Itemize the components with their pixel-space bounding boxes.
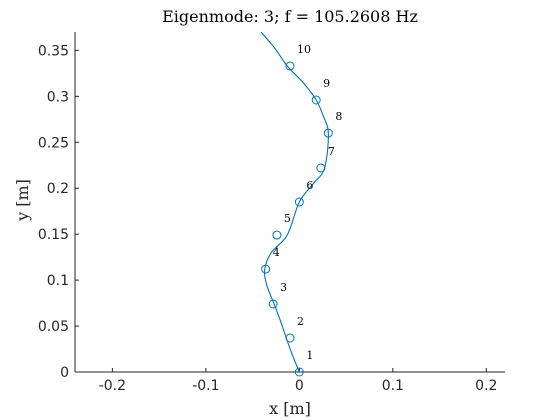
x-tick-label: -0.1 bbox=[192, 378, 219, 394]
y-tick-label: 0.1 bbox=[47, 273, 69, 289]
node-label: 3 bbox=[280, 281, 287, 294]
y-tick-label: 0.15 bbox=[38, 227, 69, 243]
mode-shape-layer bbox=[260, 31, 329, 373]
node-label: 7 bbox=[328, 145, 335, 158]
x-axis-label: x [m] bbox=[269, 399, 311, 418]
node-marker bbox=[261, 264, 271, 274]
node-marker bbox=[285, 333, 295, 343]
node-marker bbox=[316, 163, 326, 173]
node-label: 8 bbox=[335, 110, 342, 123]
y-tick-label: 0.25 bbox=[38, 135, 69, 151]
node-label: 5 bbox=[284, 212, 291, 225]
mode-shape-curve bbox=[260, 31, 329, 373]
node-label: 1 bbox=[306, 349, 313, 362]
node-marker bbox=[323, 128, 333, 138]
node-label: 2 bbox=[297, 315, 304, 328]
x-tick-label: -0.2 bbox=[99, 378, 126, 394]
node-label: 10 bbox=[297, 43, 311, 56]
y-tick-label: 0.05 bbox=[38, 319, 69, 335]
y-tick-label: 0.35 bbox=[38, 43, 69, 59]
node-marker bbox=[285, 61, 295, 71]
node-marker bbox=[294, 197, 304, 207]
x-tick-label: 0.1 bbox=[382, 378, 404, 394]
x-tick-label: 0.2 bbox=[475, 378, 497, 394]
y-axis-label: y [m] bbox=[13, 179, 32, 222]
node-markers-layer: 1 2 3 4 5 6 7 8 9 10 bbox=[261, 43, 342, 377]
node-label: 6 bbox=[306, 179, 313, 192]
node-marker bbox=[268, 299, 278, 309]
plot-axes: -0.2 -0.1 0 0.1 0.2 0 0.05 0.1 0.15 0.2 0.25 0.3 0.3… bbox=[38, 32, 505, 394]
node-marker bbox=[311, 95, 321, 105]
x-tick-label: 0 bbox=[295, 378, 304, 394]
node-marker bbox=[272, 230, 282, 240]
y-tick-label: 0.3 bbox=[47, 89, 69, 105]
y-tick-label: 0 bbox=[60, 365, 69, 381]
y-tick-label: 0.2 bbox=[47, 181, 69, 197]
chart-title: Eigenmode: 3; f = 105.2608 Hz bbox=[162, 7, 418, 26]
node-marker bbox=[294, 367, 304, 377]
node-label: 4 bbox=[273, 246, 280, 259]
node-label: 9 bbox=[323, 77, 330, 90]
